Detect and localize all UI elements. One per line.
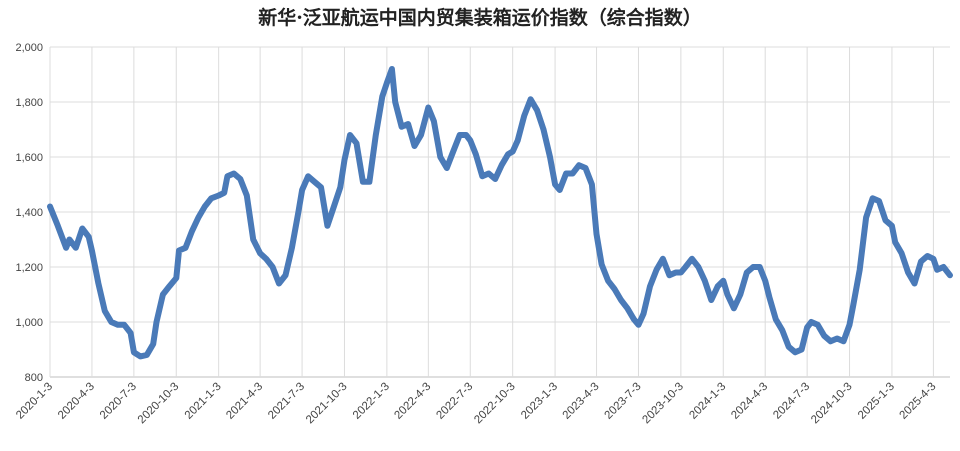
- series-layer: [47, 66, 953, 360]
- x-tick-label: 2022-1-3: [351, 381, 392, 422]
- x-tick-label: 2025-1-3: [856, 381, 897, 422]
- y-tick-label: 1,400: [15, 207, 43, 219]
- x-tick-label: 2021-4-3: [224, 381, 265, 422]
- x-tick-label: 2021-7-3: [266, 381, 307, 422]
- x-tick-label: 2025-4-3: [897, 381, 938, 422]
- chart-title: 新华·泛亚航运中国内贸集装箱运价指数（综合指数）: [258, 6, 702, 29]
- x-tick-label: 2020-7-3: [98, 381, 139, 422]
- x-tick-label: 2022-10-3: [472, 381, 518, 427]
- x-tick-label: 2021-1-3: [183, 381, 224, 422]
- x-tick-label: 2024-1-3: [687, 381, 728, 422]
- y-tick-label: 1,800: [15, 97, 43, 109]
- x-tick-label: 2020-4-3: [56, 381, 97, 422]
- y-tick-label: 1,000: [15, 317, 43, 329]
- y-tick-label: 1,600: [15, 152, 43, 164]
- x-tick-label: 2020-10-3: [136, 381, 182, 427]
- x-tick-label: 2023-10-3: [640, 381, 686, 427]
- y-axis-ticks: 800 1,000 1,200 1,400 1,600 1,800 2,000: [15, 42, 43, 384]
- y-tick-label: 800: [25, 372, 43, 384]
- x-tick-label: 2023-7-3: [603, 381, 644, 422]
- series-line: [47, 66, 953, 360]
- x-tick-label: 2024-4-3: [729, 381, 770, 422]
- x-tick-label: 2021-10-3: [304, 381, 350, 427]
- gridlines: [49, 46, 950, 378]
- x-tick-label: 2020-1-3: [14, 381, 55, 422]
- x-tick-label: 2024-7-3: [771, 381, 812, 422]
- x-tick-label: 2023-4-3: [561, 381, 602, 422]
- x-tick-label: 2024-10-3: [809, 381, 855, 427]
- x-tick-label: 2022-4-3: [392, 381, 433, 422]
- y-tick-label: 1,200: [15, 262, 43, 274]
- x-tick-label: 2022-7-3: [434, 381, 475, 422]
- x-tick-label: 2023-1-3: [519, 381, 560, 422]
- y-tick-label: 2,000: [15, 42, 43, 54]
